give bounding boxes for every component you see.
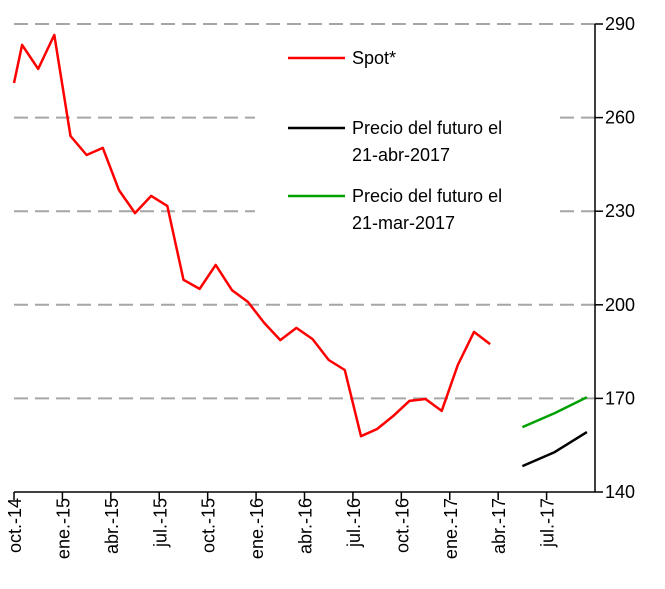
x-tick-label: ene.-17 [441, 498, 461, 559]
y-tick-label: 230 [605, 201, 635, 221]
legend-background [255, 30, 560, 245]
y-tick-label: 200 [605, 295, 635, 315]
x-tick-label: jul.-17 [538, 498, 558, 548]
legend-label: Spot* [352, 48, 396, 68]
x-tick-label: ene.-16 [247, 498, 267, 559]
x-tick-label: abr.-17 [489, 498, 509, 554]
x-tick-label: oct.-16 [392, 498, 412, 553]
x-tick-label: ene.-15 [53, 498, 73, 559]
x-tick-label: jul.-16 [344, 498, 364, 548]
x-tick-label: oct.-15 [199, 498, 219, 553]
x-tick-label: abr.-15 [102, 498, 122, 554]
x-tick-label: oct.-14 [5, 498, 25, 553]
legend-label: Precio del futuro el 21-mar-2017 [352, 186, 502, 233]
x-tick-label: abr.-16 [296, 498, 316, 554]
y-tick-label: 260 [605, 108, 635, 128]
series-line [12, 33, 491, 438]
legend-label: Precio del futuro el 21-abr-2017 [352, 118, 502, 165]
y-tick-label: 290 [605, 14, 635, 34]
series-line [521, 431, 588, 468]
x-tick-label: jul.-15 [150, 498, 170, 548]
y-tick-label: 170 [605, 388, 635, 408]
series-line [521, 396, 588, 429]
y-tick-label: 140 [605, 482, 635, 502]
